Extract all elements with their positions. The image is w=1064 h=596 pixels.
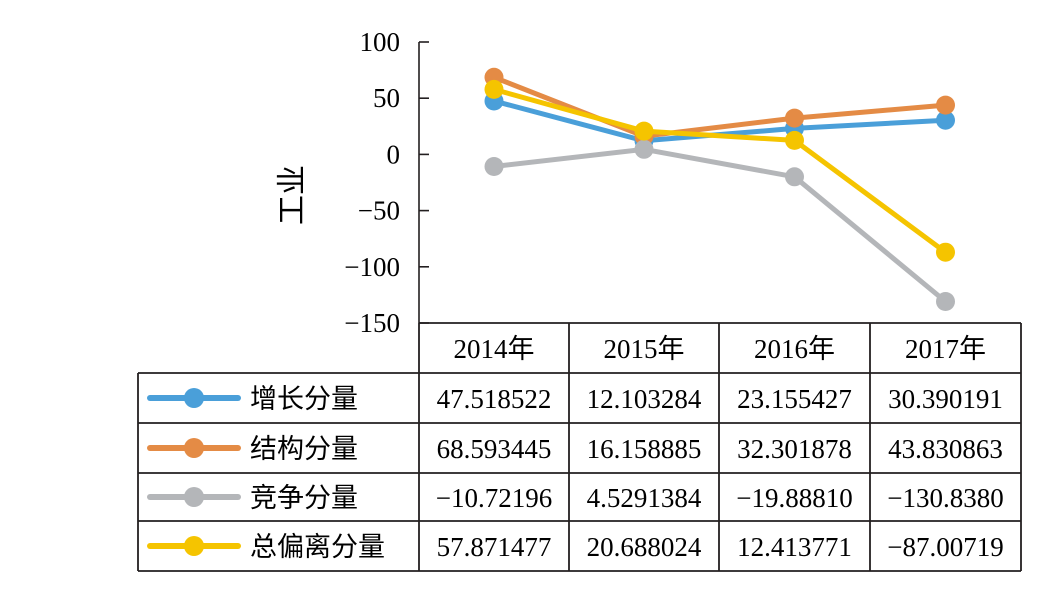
data-point xyxy=(936,110,955,130)
table-cell-value: 57.871477 xyxy=(437,532,552,562)
table-cell-value: 68.593445 xyxy=(437,434,552,464)
y-tick-label: 50 xyxy=(373,83,400,113)
table-cell-value: 32.301878 xyxy=(737,434,852,464)
table-cell-value: 23.155427 xyxy=(737,384,852,414)
table-cell-value: −10.72196 xyxy=(436,483,552,513)
y-tick-label: −150 xyxy=(344,308,400,338)
table-cell-value: −130.8380 xyxy=(887,483,1003,513)
table-cell-value: 30.390191 xyxy=(888,384,1003,414)
table-cell-value: 12.103284 xyxy=(587,384,702,414)
legend-marker xyxy=(184,487,204,507)
table-cell-value: 20.688024 xyxy=(587,532,702,562)
data-point xyxy=(936,95,955,115)
plot-area xyxy=(484,67,955,311)
y-tick-label: −100 xyxy=(344,252,400,282)
data-point xyxy=(634,121,654,141)
data-point xyxy=(785,130,804,150)
table-cell-value: 16.158885 xyxy=(587,434,702,464)
series-line xyxy=(493,86,947,255)
legend-label: 增长分量 xyxy=(250,384,358,414)
legend-label: 总偏离分量 xyxy=(250,532,385,562)
y-axis: 100 50 0 −50 −100 −150 xyxy=(344,27,429,338)
series-line xyxy=(493,146,948,304)
category-label: 2014年 xyxy=(454,334,535,364)
legend-marker xyxy=(184,438,204,458)
series-line xyxy=(493,74,946,139)
legend-marker xyxy=(184,388,204,408)
table-cell-value: −87.00719 xyxy=(887,532,1003,562)
y-axis-label: 工业 xyxy=(276,165,309,225)
category-label: 2016年 xyxy=(754,334,835,364)
data-point xyxy=(634,139,654,159)
table-cell-value: 12.413771 xyxy=(737,532,852,562)
data-point xyxy=(936,242,955,262)
data-point xyxy=(785,167,804,187)
category-label: 2017年 xyxy=(905,334,986,364)
legend-marker xyxy=(184,536,204,556)
data-point xyxy=(936,292,955,311)
data-point xyxy=(484,157,504,176)
category-label: 2015年 xyxy=(604,334,685,364)
table-cell-value: 43.830863 xyxy=(888,434,1003,464)
legend-label: 结构分量 xyxy=(250,434,358,464)
y-tick-label: 0 xyxy=(387,139,401,169)
legend-label: 竞争分量 xyxy=(250,483,358,513)
y-tick-label: −50 xyxy=(358,196,400,226)
data-point xyxy=(785,108,804,128)
table-cell-value: 4.5291384 xyxy=(587,483,702,513)
table-cell-value: −19.88810 xyxy=(736,483,852,513)
data-point xyxy=(484,79,504,99)
table-cell-value: 47.518522 xyxy=(437,384,552,414)
y-tick-label: 100 xyxy=(360,27,401,57)
